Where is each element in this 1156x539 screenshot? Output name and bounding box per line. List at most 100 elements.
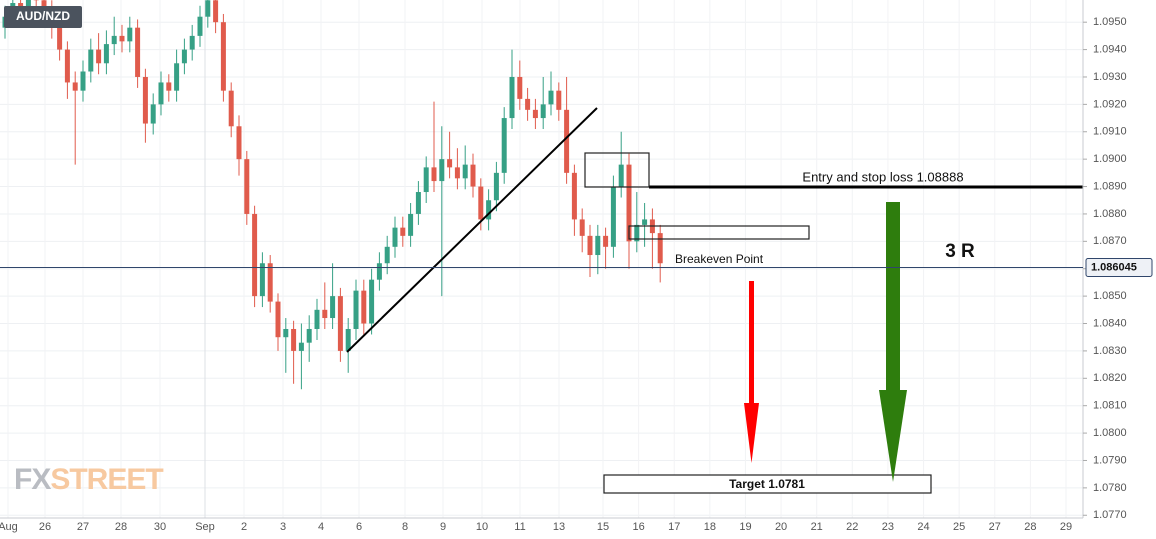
x-tick-label: 18: [704, 521, 716, 533]
candle-body: [283, 328, 289, 338]
breakeven-label: Breakeven Point: [675, 252, 764, 266]
logo-suffix: STREET: [50, 463, 163, 496]
x-tick-label: 30: [154, 521, 166, 533]
candle-body: [642, 219, 648, 225]
candle-body: [376, 263, 382, 280]
trend-line: [346, 107, 598, 353]
x-tick-label: 24: [917, 521, 929, 533]
x-tick-label: 28: [115, 521, 127, 533]
y-tick-label: 1.0820: [1093, 372, 1127, 384]
y-tick-label: 1.0920: [1093, 98, 1127, 110]
candle-body: [205, 0, 211, 17]
symbol-badge: [4, 6, 82, 28]
logo-prefix: FX: [14, 463, 51, 496]
target-box: [603, 474, 932, 494]
candle-body: [579, 219, 585, 236]
x-tick-label: 15: [597, 521, 609, 533]
last-price-label: 1.086045: [1091, 261, 1137, 273]
y-tick-label: 1.0900: [1093, 153, 1127, 165]
candle-body: [158, 82, 164, 105]
y-tick-label: 1.0880: [1093, 208, 1127, 220]
candle-body: [236, 126, 242, 160]
y-tick-label: 1.0870: [1093, 235, 1127, 247]
candle-body: [197, 16, 203, 36]
y-tick-label: 1.0950: [1093, 16, 1127, 28]
candle-body: [25, 0, 31, 9]
grid: [0, 0, 1083, 518]
candle-body: [127, 27, 133, 42]
candle-body: [517, 76, 523, 99]
candle-body: [166, 82, 172, 91]
y-tick-label: 1.0810: [1093, 400, 1127, 412]
y-tick-label: 1.0770: [1093, 509, 1127, 521]
candle-body: [618, 164, 624, 187]
x-tick-label: 27: [989, 521, 1001, 533]
zone-box: [628, 225, 810, 240]
candle-body: [345, 328, 351, 351]
y-tick-label: 1.0890: [1093, 180, 1127, 192]
candle-body: [18, 3, 24, 9]
entry-label: Entry and stop loss 1.08888: [802, 169, 963, 184]
candle-body: [462, 164, 468, 179]
candle-body: [501, 118, 507, 173]
candle-body: [595, 235, 601, 256]
candle-body: [291, 328, 297, 351]
candle-body: [213, 0, 219, 23]
candle-body: [174, 63, 180, 91]
arrow-shaft: [749, 281, 754, 403]
x-tick-label: 2: [241, 521, 247, 533]
y-tick-label: 1.0850: [1093, 290, 1127, 302]
y-tick-label: 1.0840: [1093, 317, 1127, 329]
candle-body: [447, 159, 453, 168]
candle-body: [189, 35, 195, 50]
candle-body: [400, 227, 406, 236]
candle-body: [322, 309, 328, 319]
candle-body: [556, 90, 562, 110]
candle-body: [454, 167, 460, 179]
candle-body: [587, 235, 593, 256]
x-tick-label: 20: [775, 521, 787, 533]
candle-body: [408, 213, 414, 236]
arrow-shaft: [886, 202, 900, 390]
logo: FXSTREET: [14, 463, 163, 496]
x-tick-label: 13: [553, 521, 565, 533]
x-tick-label: 4: [318, 521, 324, 533]
zone-box: [584, 152, 650, 188]
candle-body: [571, 172, 577, 220]
x-tick-label: 9: [440, 521, 446, 533]
drawings: [346, 107, 1083, 494]
y-tick-label: 1.0800: [1093, 427, 1127, 439]
candle-body: [96, 49, 102, 64]
x-tick-label: 17: [668, 521, 680, 533]
y-tick-label: 1.0830: [1093, 345, 1127, 357]
x-tick-label: 21: [811, 521, 823, 533]
x-tick-label: 19: [739, 521, 751, 533]
x-tick-label: 10: [476, 521, 488, 533]
candle-body: [603, 235, 609, 247]
y-tick-label: 1.0930: [1093, 71, 1127, 83]
y-tick-label: 1.0910: [1093, 126, 1127, 138]
axes: 1.0950 1.0940 1.0930 1.0920 1.0910 1.0900 1.08…: [0, 16, 1153, 533]
x-tick-label: Sep: [195, 521, 215, 533]
risk-label: 3 R: [945, 241, 975, 262]
candle-body: [298, 342, 304, 351]
y-tick-label: 1.0940: [1093, 43, 1127, 55]
candle-body: [634, 224, 640, 242]
candle-body: [431, 167, 437, 182]
candle-body: [119, 35, 125, 42]
candle-body: [353, 290, 359, 329]
arrow-head: [744, 403, 759, 463]
candle-body: [135, 27, 141, 77]
candle-body: [88, 49, 94, 72]
candle-body: [470, 164, 476, 187]
candle-body: [415, 192, 421, 214]
candle-body: [259, 263, 265, 297]
candle-body: [220, 22, 226, 91]
candle-body: [181, 49, 187, 64]
candle-body: [267, 263, 273, 302]
x-tick-label: 28: [1024, 521, 1036, 533]
candle-body: [548, 90, 554, 105]
candle-body: [228, 90, 234, 127]
candle-body: [493, 172, 499, 201]
